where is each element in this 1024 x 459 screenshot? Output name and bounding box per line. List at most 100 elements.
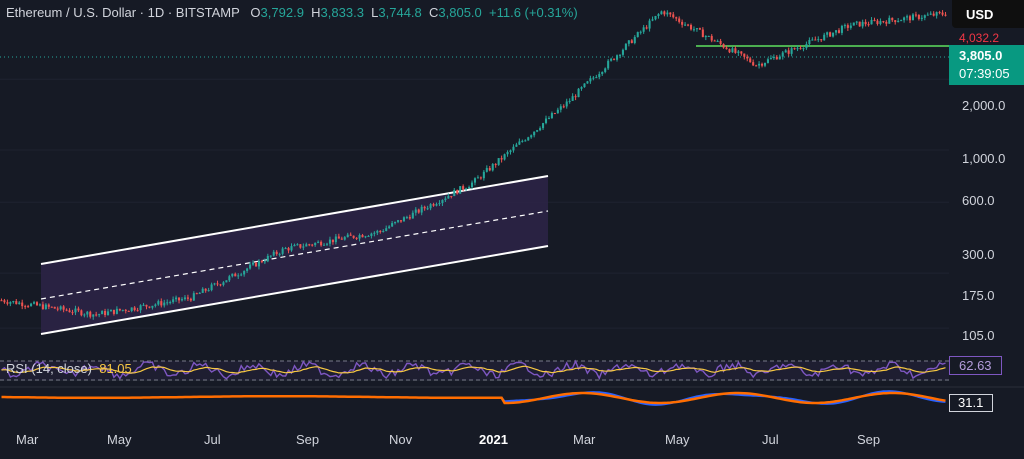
candle-body: [210, 284, 213, 291]
candle-body: [272, 251, 275, 256]
candle-body: [323, 244, 326, 246]
candle-body: [219, 284, 222, 286]
candle-body: [684, 24, 687, 26]
candle-body: [565, 101, 568, 107]
candle-body: [260, 260, 263, 263]
candle-body: [284, 248, 287, 250]
candle-body: [755, 65, 758, 67]
candle-body: [938, 12, 941, 14]
low-label: L: [371, 5, 379, 20]
candle-body: [370, 233, 373, 236]
candle-body: [127, 310, 130, 312]
candle-body: [790, 48, 793, 54]
candle-body: [417, 209, 420, 213]
candle-body: [142, 304, 145, 306]
candle-body: [820, 39, 823, 41]
candle-body: [604, 68, 607, 72]
candle-body: [894, 20, 897, 23]
candle-body: [183, 297, 186, 300]
candle-body: [586, 81, 589, 84]
candle-body: [752, 62, 755, 66]
currency-button[interactable]: USD: [952, 0, 1024, 28]
candle-body: [837, 30, 841, 33]
candle-body: [192, 293, 195, 301]
candle-body: [172, 299, 175, 303]
candle-body: [68, 310, 71, 313]
candle-body: [524, 140, 527, 142]
candle-body: [536, 130, 539, 132]
candle-body: [722, 44, 725, 48]
candle-body: [737, 51, 740, 53]
candle-body: [379, 230, 382, 232]
adx-line: [1, 391, 946, 405]
candle-body: [882, 21, 885, 23]
candle-body: [698, 28, 701, 30]
candle-body: [589, 78, 592, 82]
candle-body: [98, 314, 101, 316]
candle-body: [648, 20, 651, 29]
candle-body: [873, 19, 876, 21]
candle-body: [56, 308, 59, 310]
candle-body: [775, 56, 778, 60]
candle-body: [290, 246, 293, 251]
candle-body: [826, 32, 829, 35]
candle-body: [621, 49, 624, 55]
candle-body: [44, 304, 47, 310]
candle-body: [402, 217, 405, 222]
candle-body: [195, 293, 198, 295]
candle-body: [180, 299, 184, 301]
change-value: +11.6 (+0.31%): [489, 5, 578, 20]
candle-body: [361, 235, 364, 238]
channel-lower-line[interactable]: [40, 245, 549, 335]
time-axis-label: Mar: [573, 432, 596, 447]
candle-body: [746, 56, 749, 59]
candle-body: [666, 12, 669, 15]
candle-body: [47, 304, 50, 307]
rsi-legend[interactable]: RSI (14, close) 81.05: [6, 361, 132, 376]
candle-body: [331, 239, 334, 243]
candle-body: [574, 96, 577, 98]
candle-body: [231, 273, 234, 277]
candle-body: [908, 16, 912, 21]
candle-body: [906, 16, 909, 18]
candle-body: [627, 40, 630, 44]
candle-body: [447, 196, 450, 199]
symbol-title[interactable]: Ethereum / U.S. Dollar · 1D · BITSTAMP: [6, 5, 240, 20]
candle-body: [542, 123, 545, 129]
candle-body: [254, 262, 258, 267]
candle-body: [500, 158, 503, 160]
ascending-channel-fill: [41, 176, 548, 334]
candle-body: [796, 48, 799, 50]
candle-body: [148, 306, 151, 308]
candle-body: [50, 306, 53, 308]
candle-body: [491, 164, 494, 171]
candle-body: [808, 39, 811, 45]
close-value: 3,805.0: [438, 5, 482, 20]
candle-body: [657, 14, 660, 16]
candle-body: [249, 264, 252, 269]
candle-body: [9, 302, 12, 304]
candle-body: [669, 12, 672, 15]
candle-body: [539, 128, 542, 131]
candle-body: [521, 140, 524, 142]
candle-body: [654, 15, 657, 20]
candle-body: [269, 255, 272, 257]
candle-body: [846, 25, 849, 28]
candle-body: [305, 244, 308, 247]
candle-body: [636, 32, 639, 38]
time-axis-label: Mar: [16, 432, 39, 447]
candle-body: [941, 12, 944, 15]
candle-body: [879, 21, 882, 24]
candle-body: [639, 31, 642, 33]
channel-mid-line[interactable]: [40, 210, 549, 300]
candle-body: [456, 190, 459, 194]
candle-body: [426, 208, 429, 210]
candle-body: [302, 246, 305, 248]
candle-body: [293, 244, 296, 247]
candle-body: [178, 297, 181, 301]
open-value: 3,792.9: [260, 5, 304, 20]
candle-body: [62, 306, 65, 310]
candle-body: [607, 60, 610, 69]
candle-body: [473, 178, 477, 183]
